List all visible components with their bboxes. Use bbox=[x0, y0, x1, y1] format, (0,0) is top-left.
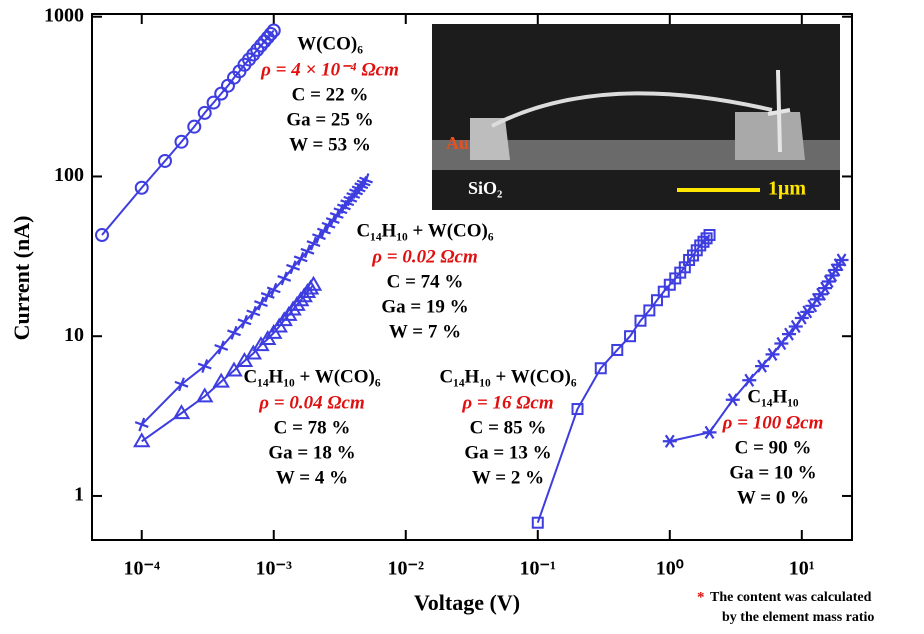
annotation-composition: C = 22 % bbox=[292, 84, 369, 105]
chart: Current (nA) Voltage (V) Au SiO₂ 1μm * T… bbox=[0, 0, 924, 634]
x-tick-label: 10¹ bbox=[789, 558, 815, 580]
annotation-composition: Ga = 10 % bbox=[729, 462, 816, 483]
inset-label: SiO₂ bbox=[468, 178, 502, 198]
annotation-composition: C = 85 % bbox=[470, 417, 547, 438]
annotation-resistivity: ρ = 100 Ωcm bbox=[722, 412, 824, 433]
annotation-composition: Ga = 13 % bbox=[464, 442, 551, 463]
annotation-label: C₁₄H₁₀ + W(CO)₆ bbox=[439, 366, 576, 387]
annotation-composition: W = 0 % bbox=[737, 487, 809, 508]
y-tick-label: 1 bbox=[74, 484, 84, 506]
footnote: by the element mass ratio bbox=[722, 610, 874, 625]
annotation-resistivity: ρ = 0.04 Ωcm bbox=[258, 392, 365, 413]
annotation-composition: Ga = 18 % bbox=[268, 442, 355, 463]
footnote: The content was calculated bbox=[710, 590, 872, 605]
annotation-composition: W = 2 % bbox=[472, 467, 544, 488]
inset-pad bbox=[735, 112, 805, 160]
annotation-resistivity: ρ = 4 × 10⁻⁴ Ωcm bbox=[260, 59, 399, 80]
x-tick-label: 10⁻² bbox=[387, 558, 424, 580]
annotation-composition: W = 7 % bbox=[389, 321, 461, 342]
annotation-resistivity: ρ = 16 Ωcm bbox=[461, 392, 553, 413]
annotation-label: W(CO)₆ bbox=[297, 33, 363, 54]
y-tick-label: 100 bbox=[54, 164, 84, 186]
data-point bbox=[726, 394, 740, 406]
inset-label: Au bbox=[446, 133, 469, 153]
data-point bbox=[703, 426, 717, 438]
footnote-mark: * bbox=[697, 589, 705, 605]
data-point bbox=[663, 435, 677, 447]
annotation-resistivity: ρ = 0.02 Ωcm bbox=[371, 246, 478, 267]
y-axis-label: Current (nA) bbox=[9, 216, 34, 341]
annotation-composition: C = 90 % bbox=[735, 437, 812, 458]
annotation-composition: Ga = 19 % bbox=[381, 296, 468, 317]
annotation-composition: C = 74 % bbox=[387, 271, 464, 292]
series-line bbox=[142, 180, 366, 424]
annotation-composition: W = 53 % bbox=[289, 134, 371, 155]
annotation-label: C₁₄H₁₀ + W(CO)₆ bbox=[356, 220, 493, 241]
x-tick-label: 10⁻¹ bbox=[519, 558, 556, 580]
x-tick-label: 10⁻⁴ bbox=[123, 558, 160, 580]
x-tick-label: 10⁻³ bbox=[255, 558, 292, 580]
annotation-label: C₁₄H₁₀ + W(CO)₆ bbox=[243, 366, 380, 387]
annotation-label: C₁₄H₁₀ bbox=[747, 386, 799, 407]
y-tick-label: 1000 bbox=[44, 4, 84, 26]
annotation-composition: C = 78 % bbox=[274, 417, 351, 438]
y-tick-label: 10 bbox=[64, 324, 84, 346]
annotation-composition: Ga = 25 % bbox=[286, 109, 373, 130]
x-axis-label: Voltage (V) bbox=[414, 590, 520, 615]
inset-label: 1μm bbox=[768, 178, 806, 200]
inset-pad bbox=[470, 118, 510, 160]
x-tick-label: 10⁰ bbox=[656, 558, 684, 580]
annotation-composition: W = 4 % bbox=[276, 467, 348, 488]
inset-image: Au SiO₂ 1μm bbox=[432, 24, 840, 210]
